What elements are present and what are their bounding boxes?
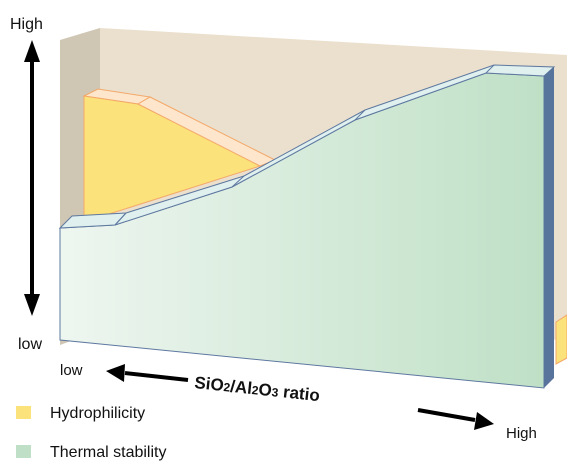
x-axis-title: SiO2/Al2O3 ratio — [194, 373, 321, 405]
legend-swatch-hydrophilicity — [16, 406, 31, 419]
y-axis-arrow-down-icon — [24, 294, 40, 316]
thermal-stability-side — [544, 67, 554, 388]
x-axis-high-label: High — [506, 425, 537, 442]
legend-swatch-thermal-stability — [16, 445, 31, 458]
ridge-seg-3 — [354, 109, 366, 121]
x-axis-arrow-left-icon — [106, 364, 125, 382]
x-axis-arrow-left-shaft — [124, 371, 189, 382]
x-axis-arrow-right-icon — [474, 412, 494, 430]
hydrophilicity-slab-end — [555, 314, 567, 365]
legend-label-hydrophilicity: Hydrophilicity — [50, 405, 145, 422]
legend-label-thermal-stability: Thermal stability — [50, 444, 166, 461]
x-axis-arrow-right-shaft — [417, 408, 476, 422]
ridge-seg-1 — [114, 212, 127, 226]
x-axis-low-label: low — [60, 362, 83, 379]
ridge-seg-2 — [231, 175, 245, 188]
y-axis-low-label: low — [18, 336, 42, 353]
y-axis-high-label: High — [10, 16, 43, 33]
y-axis-arrow-up-icon — [24, 40, 40, 62]
ridge-seg-4 — [485, 64, 495, 74]
